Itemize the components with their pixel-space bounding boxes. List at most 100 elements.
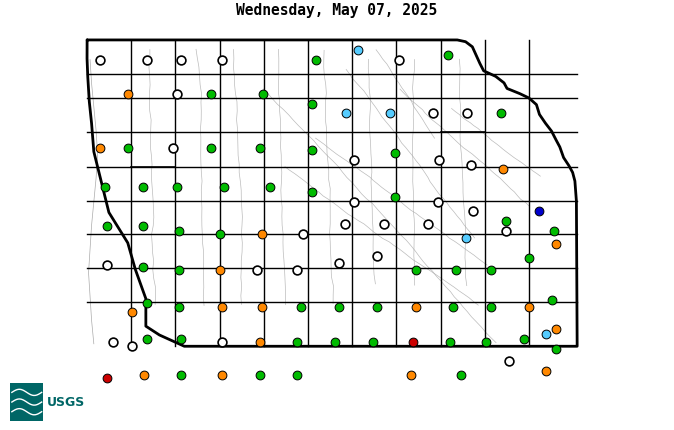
Point [175, 372, 186, 379]
Point [171, 90, 182, 97]
Point [498, 166, 509, 173]
Point [486, 303, 497, 310]
Point [206, 144, 216, 151]
Point [503, 358, 514, 365]
Point [501, 227, 512, 234]
Point [348, 198, 359, 205]
Point [385, 110, 396, 117]
Point [123, 90, 133, 97]
Point [405, 372, 416, 379]
Point [257, 303, 268, 310]
Point [410, 303, 421, 310]
Point [551, 326, 561, 332]
Point [174, 267, 185, 274]
Point [340, 221, 350, 227]
Point [168, 144, 179, 151]
Point [390, 194, 401, 200]
Point [107, 338, 118, 345]
Point [330, 338, 340, 345]
Point [174, 303, 185, 310]
Point [142, 299, 152, 306]
Point [367, 338, 378, 345]
Point [175, 56, 186, 63]
Point [394, 56, 404, 63]
Point [216, 372, 227, 379]
Point [466, 162, 477, 169]
Point [252, 267, 263, 274]
Point [311, 56, 321, 63]
Point [551, 240, 561, 247]
Point [541, 331, 551, 338]
Point [254, 144, 265, 151]
Point [307, 146, 318, 153]
Title: Wednesday, May 07, 2025: Wednesday, May 07, 2025 [237, 3, 437, 18]
Point [137, 223, 148, 230]
Point [100, 184, 111, 190]
Point [142, 335, 152, 342]
Point [353, 46, 363, 53]
Point [174, 227, 185, 234]
Point [423, 221, 433, 227]
Point [258, 90, 269, 97]
Point [348, 156, 359, 163]
Point [486, 267, 497, 274]
Point [296, 303, 307, 310]
Point [450, 267, 461, 274]
Point [126, 309, 137, 316]
Point [137, 264, 148, 271]
Point [524, 303, 534, 310]
Point [549, 227, 559, 234]
Point [216, 338, 227, 345]
Point [551, 345, 561, 352]
Point [481, 338, 491, 345]
Point [371, 303, 382, 310]
Point [501, 218, 512, 225]
Point [462, 110, 472, 117]
Point [126, 342, 137, 349]
Point [171, 184, 182, 190]
Point [214, 230, 225, 237]
Point [216, 56, 227, 63]
Point [410, 267, 421, 274]
Point [264, 184, 275, 190]
Point [433, 198, 443, 205]
Point [541, 368, 551, 375]
Point [137, 184, 148, 190]
Polygon shape [87, 40, 577, 346]
Point [341, 110, 352, 117]
Point [407, 338, 418, 345]
Point [101, 375, 112, 381]
Bar [10, 383, 43, 421]
Point [518, 335, 529, 342]
Point [371, 252, 382, 259]
Point [297, 230, 308, 237]
Point [123, 144, 133, 151]
Point [101, 223, 112, 230]
Point [292, 267, 303, 274]
Point [254, 338, 265, 345]
Point [468, 208, 479, 215]
Point [456, 372, 466, 379]
Point [524, 254, 534, 261]
Point [390, 149, 401, 156]
Point [94, 56, 105, 63]
Point [495, 110, 506, 117]
Point [214, 267, 225, 274]
Point [292, 372, 303, 379]
Point [292, 338, 303, 345]
Point [175, 335, 186, 342]
Point [443, 51, 454, 58]
Point [307, 188, 318, 195]
Point [546, 296, 557, 303]
Point [379, 221, 390, 227]
Point [428, 110, 439, 117]
Point [448, 303, 459, 310]
Point [216, 303, 227, 310]
Point [206, 90, 216, 97]
Point [94, 144, 105, 151]
Point [254, 372, 265, 379]
Point [460, 234, 471, 241]
Point [257, 230, 268, 237]
Point [139, 372, 150, 379]
Point [334, 260, 344, 267]
